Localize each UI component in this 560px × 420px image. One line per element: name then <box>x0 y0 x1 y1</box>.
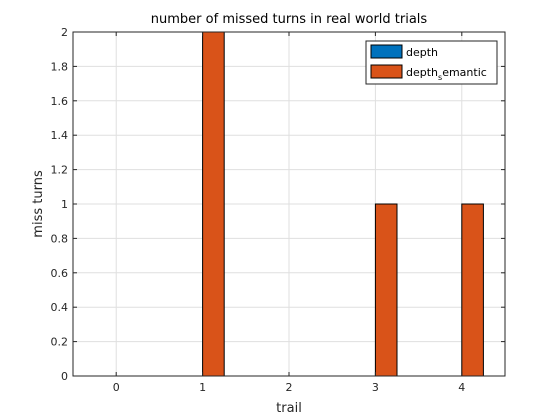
legend: depth depthsemantic <box>365 40 498 85</box>
y-axis-ticks: 0 0.2 0.4 0.6 0.8 1 1.2 1.4 1.6 1.8 2 <box>51 26 505 383</box>
legend-swatch <box>370 64 403 79</box>
x-tick-label: 3 <box>372 381 379 394</box>
legend-swatch <box>370 44 403 59</box>
y-tick-label: 1.8 <box>51 60 69 73</box>
y-tick-label: 0.4 <box>51 301 69 314</box>
bars <box>202 31 484 377</box>
y-axis-label: miss turns <box>31 170 46 238</box>
legend-entry: depthsemantic <box>406 66 487 82</box>
y-tick-label: 0.8 <box>51 232 69 245</box>
x-tick-label: 4 <box>458 381 465 394</box>
x-tick-label: 2 <box>286 381 293 394</box>
x-axis-label: trail <box>276 401 302 416</box>
legend-entry: depth <box>406 46 438 59</box>
bar-depth-semantic <box>461 203 484 377</box>
y-tick-label: 1 <box>61 198 68 211</box>
y-tick-label: 2 <box>61 26 68 39</box>
x-tick-label: 1 <box>199 381 206 394</box>
y-tick-label: 0.6 <box>51 267 69 280</box>
bar-depth-semantic <box>202 31 225 377</box>
chart-title: number of missed turns in real world tri… <box>151 12 428 27</box>
y-tick-label: 1.6 <box>51 95 69 108</box>
y-tick-label: 1.2 <box>51 164 69 177</box>
y-tick-label: 0 <box>61 370 68 383</box>
x-axis-ticks: 0 1 2 3 4 <box>113 32 465 394</box>
x-tick-label: 0 <box>113 381 120 394</box>
bar-depth-semantic <box>374 203 398 377</box>
y-tick-label: 1.4 <box>51 129 69 142</box>
y-tick-label: 0.2 <box>51 336 69 349</box>
